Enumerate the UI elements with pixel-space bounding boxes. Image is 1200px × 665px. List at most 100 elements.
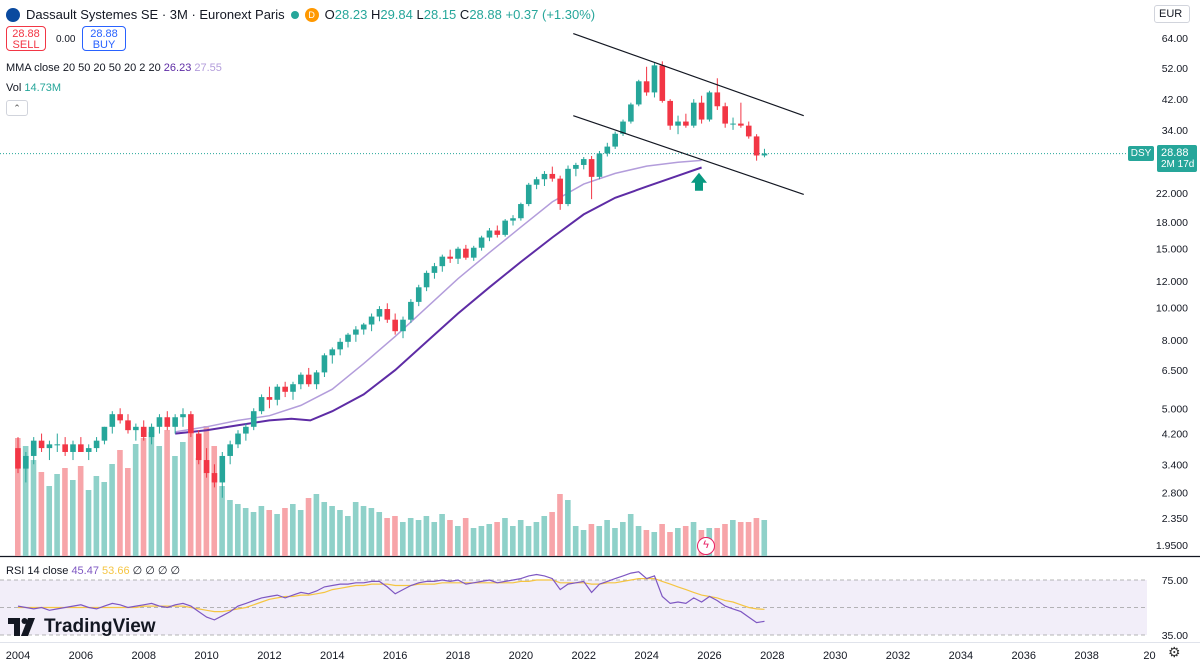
company-logo-icon	[6, 7, 20, 22]
candle-body	[125, 420, 131, 431]
candle-body	[117, 414, 123, 421]
volume-bar	[132, 444, 139, 556]
last-price: 28.88	[1161, 147, 1189, 159]
candle-body	[219, 455, 226, 483]
time-tick-label: 2008	[131, 650, 155, 662]
volume-bar	[329, 506, 335, 556]
volume-bar	[455, 526, 461, 556]
tradingview-logo[interactable]: TradingView	[8, 616, 156, 638]
candle-body	[227, 444, 233, 456]
candle-body	[85, 448, 92, 452]
candle-body	[549, 173, 556, 179]
volume-bar	[93, 476, 100, 556]
candle-body	[690, 102, 697, 126]
mma-value-slow: 26.23	[163, 62, 192, 74]
volume-bar	[109, 464, 115, 556]
time-tick-label: 2032	[886, 650, 910, 662]
trendlines[interactable]	[573, 32, 804, 195]
buy-button[interactable]: 28.88 BUY	[82, 26, 126, 51]
volume-bar	[588, 524, 595, 556]
candle-body	[470, 247, 477, 258]
candle-body	[93, 440, 100, 449]
time-tick-label: 2028	[760, 650, 784, 662]
volume-bar	[627, 514, 634, 556]
volume-bar	[431, 522, 438, 556]
candle-body	[628, 104, 634, 122]
lightning-icon[interactable]: ϟ	[697, 537, 715, 555]
candle-body	[140, 426, 147, 438]
candle-body	[620, 121, 626, 134]
candle-body	[400, 319, 406, 332]
up-arrow-icon[interactable]	[690, 172, 707, 191]
price-tick-label: 4.200	[1162, 429, 1188, 441]
rsi-legend[interactable]: RSI 14 close 45.47 53.66 ∅ ∅ ∅ ∅	[6, 564, 180, 577]
mma-legend[interactable]: MMA close 20 50 20 50 20 2 20 26.23 27.5…	[6, 62, 222, 74]
candle-body	[439, 256, 446, 267]
candle-body	[101, 426, 108, 441]
mma-label: MMA close 20 50 20 50 20 2 20	[6, 62, 161, 74]
settings-gear-icon[interactable]: ⚙	[1168, 644, 1181, 660]
volume-bar	[195, 458, 202, 556]
price-tick-label: 1.9500	[1156, 540, 1188, 552]
price-tick-label: 8.000	[1162, 335, 1188, 347]
candle-body	[30, 440, 37, 456]
time-axis[interactable]: 2004 2006 2008 2010 2012 2014 2016 2018 2020 2022…	[6, 650, 1156, 662]
tradingview-wordmark: TradingView	[44, 616, 156, 637]
mma-fast-line	[175, 159, 702, 433]
candle-body	[431, 266, 438, 273]
symbol-title[interactable]: Dassault Systemes SE · 3M · Euronext Par…	[26, 7, 285, 22]
volume-bar	[140, 438, 147, 556]
time-tick-label: 2010	[194, 650, 218, 662]
collapse-legend-button[interactable]: ⌃	[6, 100, 28, 116]
buy-label: BUY	[92, 39, 116, 51]
candle-body	[353, 329, 359, 335]
volume-bar	[180, 442, 186, 556]
volume-bar	[407, 518, 414, 556]
price-tick-label: 15.000	[1156, 244, 1188, 256]
candle-body	[698, 102, 705, 120]
candle-body	[643, 81, 650, 93]
volume-legend[interactable]: Vol 14.73M	[6, 82, 61, 94]
volume-bar	[737, 522, 744, 556]
volume-bar	[305, 498, 312, 556]
candle-body	[282, 386, 288, 392]
candle-body	[486, 230, 493, 238]
volume-bar	[125, 468, 131, 556]
candle-body	[518, 204, 524, 219]
vol-label: Vol	[6, 82, 22, 94]
volume-bar	[187, 434, 194, 556]
volume-bar	[368, 508, 375, 556]
sell-button[interactable]: 28.88 SELL	[6, 26, 46, 51]
ohlc-values: O28.23 H29.84 L28.15 C28.88 +0.37 (+1.30…	[324, 7, 596, 22]
candle-body	[714, 92, 721, 107]
rsi-pane: 75.00 35.00	[0, 571, 1188, 642]
volume-bar	[227, 500, 233, 556]
candle-body	[180, 414, 186, 418]
candle-body	[392, 319, 398, 332]
candle-body	[596, 153, 603, 177]
candle-body	[745, 125, 752, 137]
sell-label: SELL	[12, 39, 40, 51]
candle-body	[580, 159, 587, 165]
volume-bar	[235, 504, 241, 556]
candle-body	[337, 341, 343, 350]
candle-body	[305, 374, 312, 385]
candle-body	[612, 133, 618, 147]
volume-bar	[70, 480, 76, 556]
candle-body	[588, 159, 595, 177]
candle-body	[706, 92, 713, 120]
volume-bar	[439, 514, 445, 556]
candle-body	[510, 218, 516, 221]
volume-bar	[274, 514, 280, 556]
price-axis[interactable]: 64.0052.0042.0034.0028.0022.00018.00015.…	[1156, 33, 1188, 552]
time-tick-label: 2016	[383, 650, 407, 662]
time-tick-label: 2024	[634, 650, 658, 662]
candle-body	[329, 349, 336, 356]
time-tick-label: 2018	[446, 650, 470, 662]
candle-body	[313, 372, 320, 385]
channel-trendline[interactable]	[573, 32, 804, 117]
currency-selector[interactable]: EUR	[1154, 5, 1190, 23]
channel-trendline[interactable]	[573, 115, 804, 195]
volume-bar	[117, 450, 123, 556]
